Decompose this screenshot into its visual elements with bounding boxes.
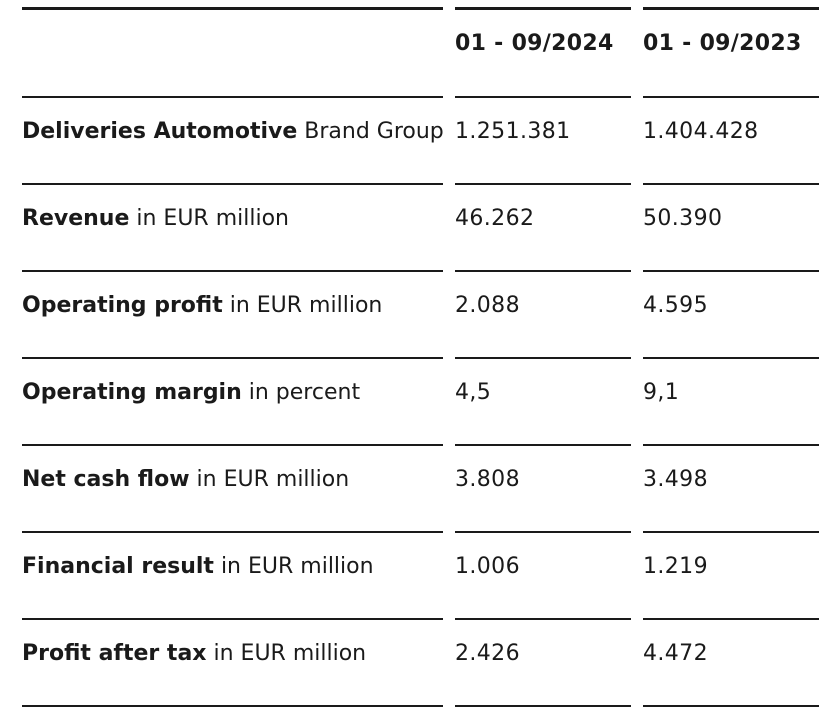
row-divider (455, 444, 631, 446)
value-profit-after-tax-2024: 2.426 (455, 641, 520, 666)
row-label-revenue: Revenue in EUR million (22, 206, 443, 232)
header-top-rule (455, 7, 631, 10)
row-divider (22, 618, 443, 620)
row-label-strong: Profit after tax (22, 641, 207, 666)
column-header-2024: 01 - 09/2024 (455, 31, 614, 56)
row-label-rest: in EUR million (222, 293, 383, 318)
row-divider (455, 183, 631, 185)
row-label-operating-margin: Operating margin in percent (22, 380, 443, 406)
row-divider (643, 618, 819, 620)
row-divider (643, 96, 819, 98)
value-revenue-2023: 50.390 (643, 206, 723, 231)
value-operating-margin-2023: 9,1 (643, 380, 680, 405)
value-net-cash-flow-2024: 3.808 (455, 467, 520, 492)
row-label-rest: Brand Group (297, 119, 444, 144)
value-operating-margin-2024: 4,5 (455, 380, 492, 405)
row-label-strong: Operating profit (22, 293, 223, 318)
row-label-net-cash-flow: Net cash flow in EUR million (22, 467, 443, 493)
row-label-profit-after-tax: Profit after tax in EUR million (22, 641, 443, 667)
row-divider (455, 705, 631, 707)
row-label-rest: in EUR million (206, 641, 367, 666)
value-profit-after-tax-2023: 4.472 (643, 641, 708, 666)
row-divider (22, 357, 443, 359)
value-operating-profit-2024: 2.088 (455, 293, 520, 318)
row-divider (643, 270, 819, 272)
row-label-strong: Net cash flow (22, 467, 190, 492)
row-divider (22, 444, 443, 446)
value-deliveries-2023: 1.404.428 (643, 119, 759, 144)
row-label-operating-profit: Operating profit in EUR million (22, 293, 443, 319)
row-divider (643, 357, 819, 359)
row-label-strong: Operating margin (22, 380, 242, 405)
header-top-rule (22, 7, 443, 10)
row-divider (455, 618, 631, 620)
row-label-strong: Financial result (22, 554, 214, 579)
row-label-rest: in EUR million (129, 206, 289, 231)
row-label-deliveries: Deliveries Automotive Brand Group (22, 119, 444, 145)
row-divider (643, 183, 819, 185)
row-label-strong: Revenue (22, 206, 130, 231)
row-divider (455, 96, 631, 98)
row-divider (22, 705, 443, 707)
value-financial-result-2024: 1.006 (455, 554, 520, 579)
value-net-cash-flow-2023: 3.498 (643, 467, 708, 492)
row-divider (643, 531, 819, 533)
row-divider (643, 444, 819, 446)
row-divider (455, 357, 631, 359)
row-label-rest: in percent (241, 380, 361, 405)
row-label-rest: in EUR million (189, 467, 350, 492)
row-label-rest: in EUR million (213, 554, 374, 579)
value-revenue-2024: 46.262 (455, 206, 535, 231)
column-header-2023: 01 - 09/2023 (643, 31, 802, 56)
row-divider (22, 96, 443, 98)
row-divider (22, 183, 443, 185)
row-divider (22, 531, 443, 533)
header-top-rule (643, 7, 819, 10)
row-label-strong: Deliveries Automotive (22, 119, 298, 144)
row-divider (22, 270, 443, 272)
value-financial-result-2023: 1.219 (643, 554, 708, 579)
value-deliveries-2024: 1.251.381 (455, 119, 571, 144)
row-divider (455, 531, 631, 533)
row-divider (643, 705, 819, 707)
row-label-financial-result: Financial result in EUR million (22, 554, 443, 580)
value-operating-profit-2023: 4.595 (643, 293, 708, 318)
row-divider (455, 270, 631, 272)
